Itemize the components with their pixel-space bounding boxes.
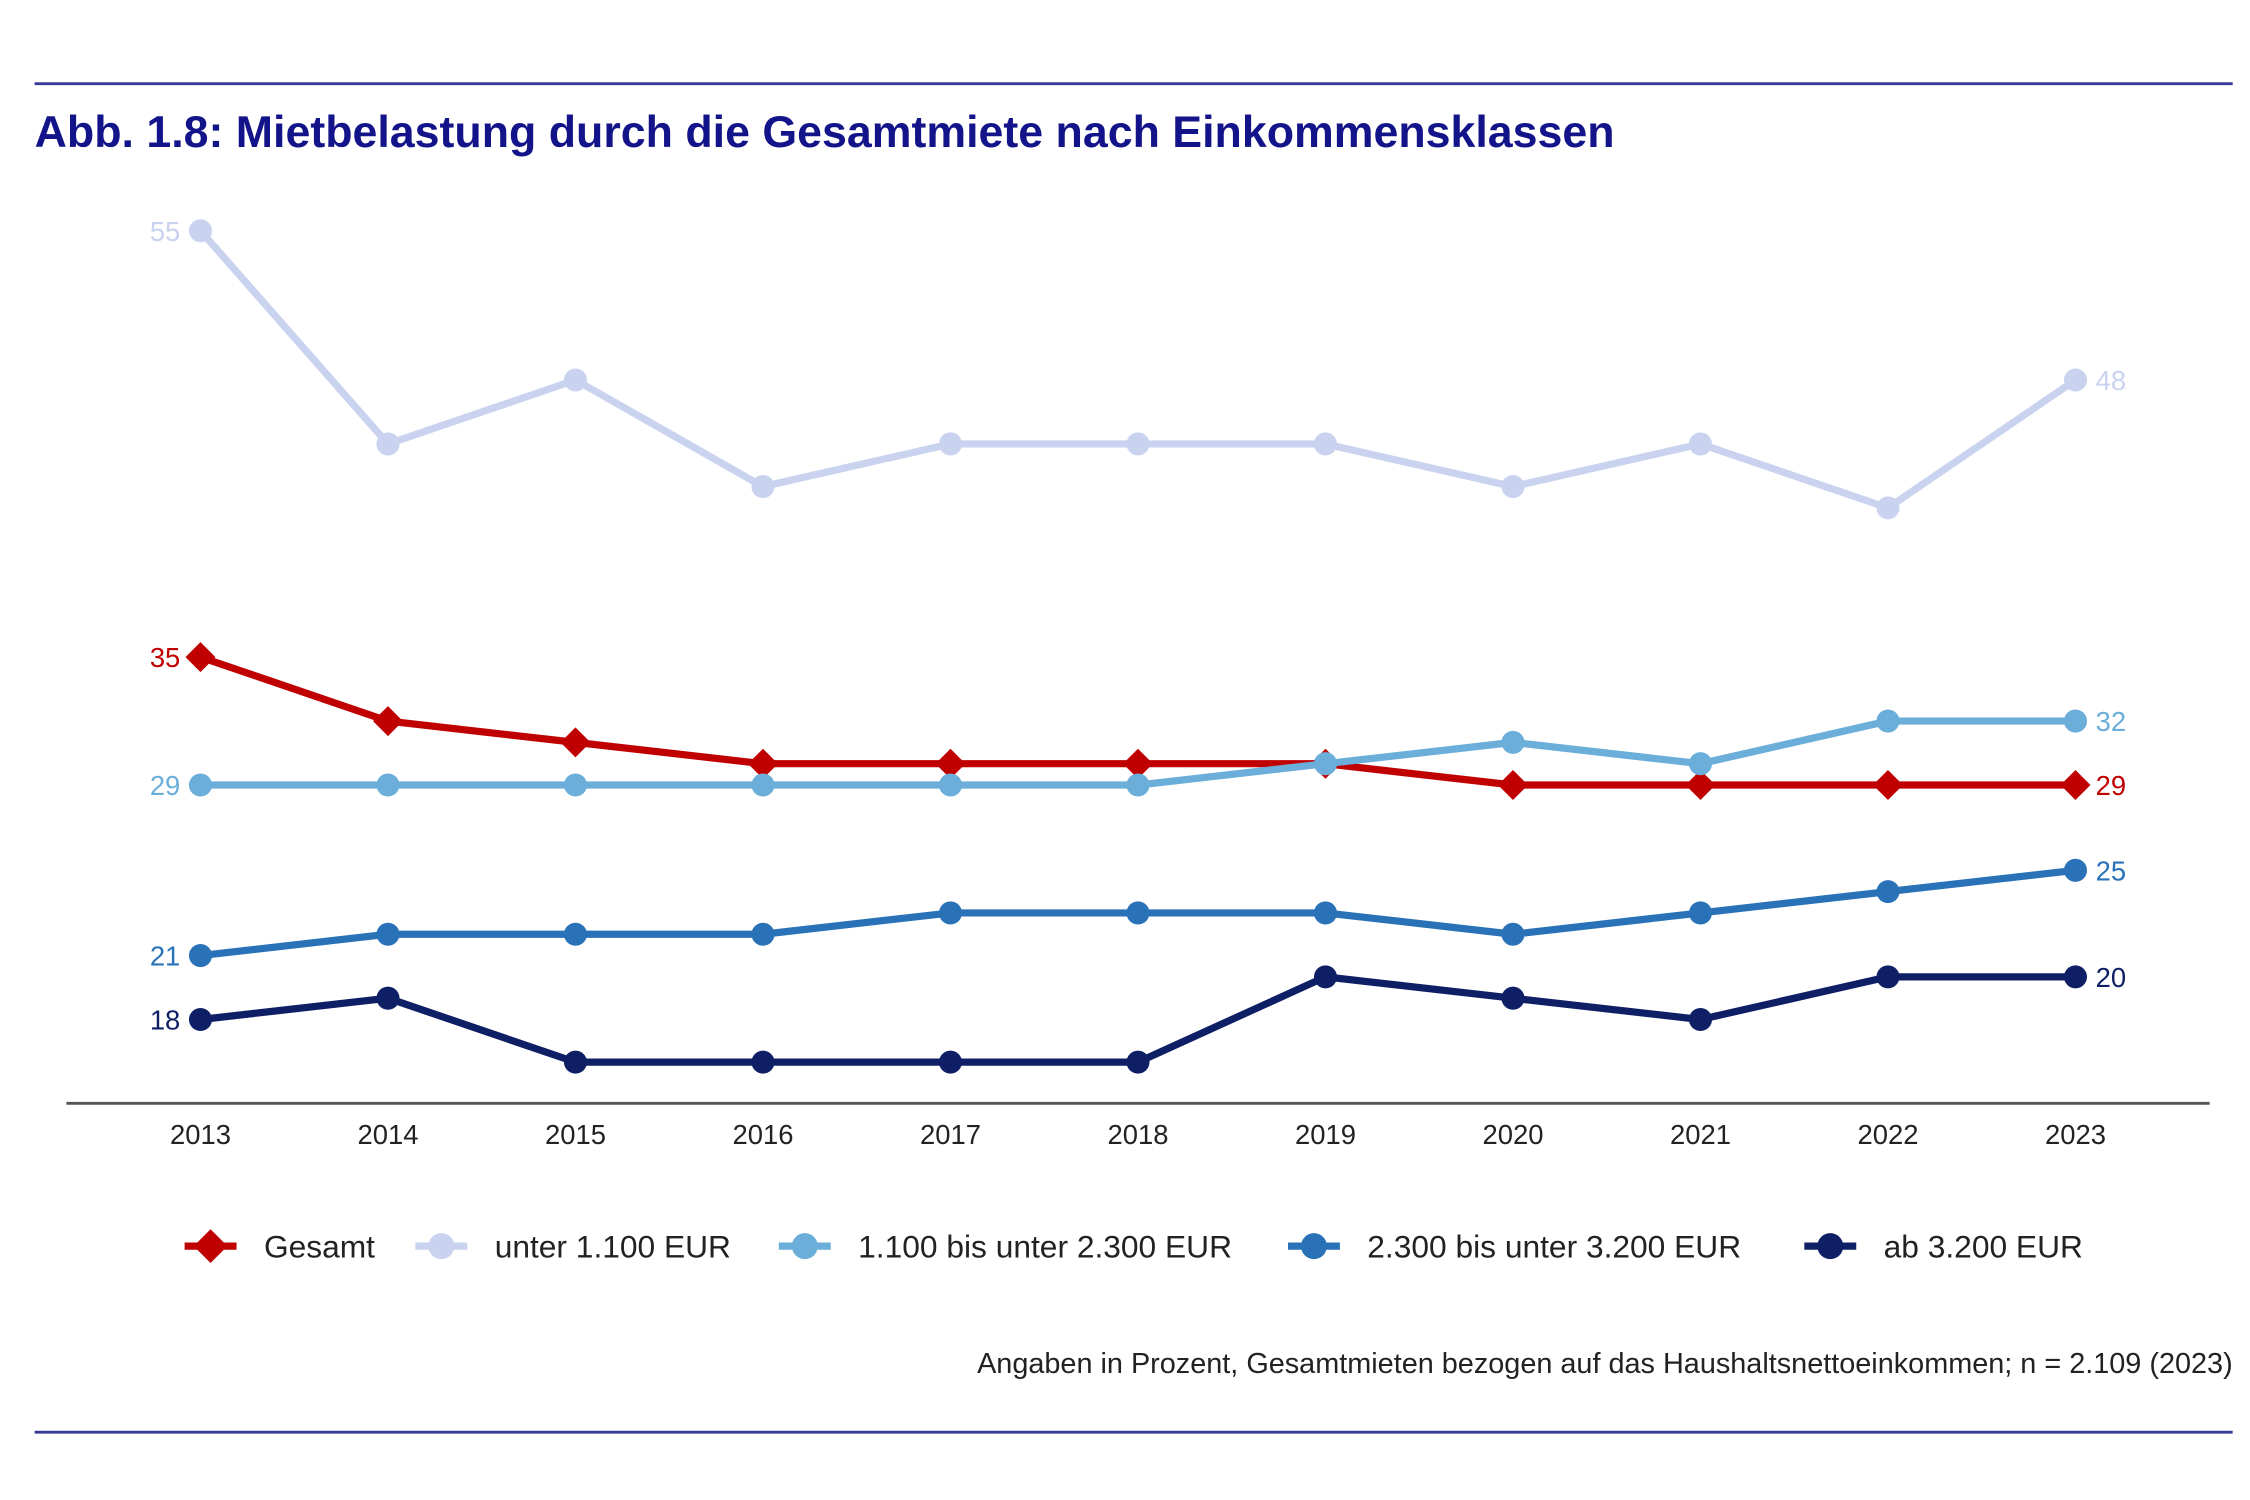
end-data-label: 20	[2096, 962, 2126, 993]
end-data-label: 48	[2096, 365, 2126, 396]
end-data-label: 25	[2096, 855, 2126, 886]
legend-label: 1.100 bis unter 2.300 EUR	[858, 1229, 1232, 1265]
data-point	[563, 922, 588, 946]
data-point	[2060, 770, 2091, 801]
data-point	[1876, 880, 1900, 904]
data-point	[1688, 1007, 1713, 1032]
data-point	[2063, 368, 2088, 392]
chart-title: Abb. 1.8: Mietbelastung durch die Gesamt…	[35, 108, 1615, 157]
end-data-label: 29	[2096, 770, 2126, 801]
legend-label: unter 1.100 EUR	[495, 1229, 731, 1265]
data-point	[1876, 965, 1900, 989]
data-point	[376, 773, 400, 797]
legend-item: ab 3.200 EUR	[1804, 1229, 2083, 1265]
series-3: 21 25	[150, 855, 2126, 971]
x-tick-label: 2023	[2045, 1119, 2106, 1150]
data-point	[1313, 965, 1338, 989]
data-point	[563, 773, 588, 797]
start-data-label: 21	[150, 941, 180, 972]
data-point	[2063, 965, 2088, 989]
start-data-label: 18	[150, 1005, 180, 1036]
data-point	[1313, 901, 1338, 925]
data-point	[188, 944, 213, 968]
x-tick-label: 2014	[358, 1119, 419, 1150]
end-data-label: 32	[2096, 706, 2126, 737]
chart-note: Angaben in Prozent, Gesamtmieten bezogen…	[977, 1348, 2233, 1380]
data-point	[1126, 773, 1150, 797]
start-data-label: 35	[150, 642, 180, 673]
legend-item: 1.100 bis unter 2.300 EUR	[778, 1229, 1232, 1265]
legend-label: ab 3.200 EUR	[1884, 1229, 2083, 1265]
data-point	[1688, 901, 1713, 925]
data-point	[938, 432, 963, 456]
data-point	[938, 901, 963, 925]
data-point	[1126, 432, 1150, 456]
legend-marker	[1300, 1233, 1327, 1260]
x-tick-label: 2019	[1295, 1119, 1356, 1150]
data-point	[185, 642, 216, 673]
legend-item: unter 1.100 EUR	[415, 1229, 731, 1265]
data-point	[376, 432, 400, 456]
legend-label: Gesamt	[264, 1229, 375, 1265]
data-point	[372, 706, 403, 737]
legend-marker	[791, 1233, 818, 1260]
x-tick-label: 2015	[545, 1119, 606, 1150]
legend-marker	[193, 1229, 228, 1264]
data-point	[938, 773, 963, 797]
x-tick-label: 2016	[733, 1119, 794, 1150]
data-point	[1501, 922, 1525, 946]
data-point	[1126, 1050, 1150, 1074]
x-tick-label: 2018	[1108, 1119, 1169, 1150]
data-point	[188, 219, 213, 243]
data-point	[1876, 496, 1900, 520]
start-data-label: 55	[150, 216, 180, 247]
data-point	[1126, 901, 1150, 925]
data-point	[376, 986, 400, 1010]
data-point	[751, 1050, 775, 1074]
data-point	[1688, 752, 1713, 776]
data-point	[751, 773, 775, 797]
data-point	[563, 1050, 588, 1074]
series-line	[200, 973, 2076, 1066]
data-point	[563, 368, 588, 392]
legend-item: 2.300 bis unter 3.200 EUR	[1287, 1229, 1741, 1265]
data-point	[751, 922, 775, 946]
legend-marker	[1817, 1233, 1844, 1260]
data-point	[1501, 730, 1525, 754]
legend-marker	[428, 1233, 455, 1260]
legend: Gesamt unter 1.100 EUR 1.100 bis unter 2.3…	[184, 1229, 2083, 1265]
data-point	[1313, 432, 1338, 456]
x-tick-label: 2017	[920, 1119, 981, 1150]
data-point	[938, 1050, 963, 1074]
legend-item: Gesamt	[184, 1229, 375, 1265]
series-line	[197, 228, 2078, 512]
legend-label: 2.300 bis unter 3.200 EUR	[1367, 1229, 1741, 1265]
data-point	[1685, 770, 1716, 801]
data-point	[560, 727, 591, 758]
x-tick-label: 2020	[1483, 1119, 1544, 1150]
start-data-label: 29	[150, 770, 180, 801]
x-tick-label: 2021	[1670, 1119, 1731, 1150]
data-point	[1497, 770, 1528, 801]
data-point	[188, 773, 213, 797]
data-point	[2063, 709, 2088, 733]
data-point	[376, 922, 400, 946]
data-point	[1876, 709, 1900, 733]
series-0: 55 48	[150, 216, 2126, 520]
x-axis-ticks: 2013 2014 2015 2016 2017 2018 2019 2020 2021 2022…	[170, 1119, 2106, 1150]
data-point	[751, 475, 775, 499]
x-tick-label: 2022	[1858, 1119, 1919, 1150]
data-point	[188, 1007, 213, 1032]
data-point	[1501, 475, 1525, 499]
data-point	[1872, 770, 1903, 801]
series-2: 29 32	[150, 706, 2126, 801]
data-point	[1313, 752, 1338, 776]
data-point	[1501, 986, 1525, 1010]
data-point	[1688, 432, 1713, 456]
x-tick-label: 2013	[170, 1119, 231, 1150]
data-point	[2063, 858, 2088, 882]
